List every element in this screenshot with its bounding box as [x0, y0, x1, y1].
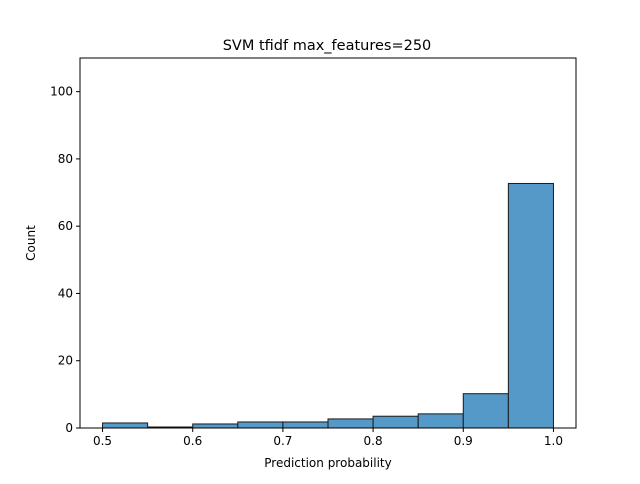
y-tick-label: 40 — [58, 286, 73, 300]
histogram-bar-10 — [507, 182, 554, 429]
x-tick-label: 0.7 — [273, 434, 292, 448]
histogram-bar-1 — [102, 422, 149, 429]
x-tick-label: 1.0 — [544, 434, 563, 448]
histogram-bar-8 — [417, 413, 464, 429]
y-tick-label: 20 — [58, 354, 73, 368]
y-ticks-group: 0 20 40 60 80 100 — [50, 85, 80, 435]
histogram-bar-3 — [192, 423, 239, 429]
x-ticks-group: 0.5 0.6 0.7 0.8 0.9 1.0 — [93, 428, 563, 448]
chart-title: SVM tfidf max_features=250 — [223, 38, 432, 54]
x-tick-label: 0.5 — [93, 434, 112, 448]
x-tick-label: 0.6 — [183, 434, 202, 448]
bars-group — [102, 182, 554, 429]
histogram-bar-7 — [372, 415, 419, 429]
histogram-bar-5 — [282, 421, 329, 429]
y-tick-label: 100 — [50, 85, 73, 99]
y-tick-label: 0 — [65, 421, 73, 435]
histogram-bar-6 — [327, 418, 374, 429]
y-tick-label: 80 — [58, 152, 73, 166]
x-axis-label: Prediction probability — [264, 456, 391, 470]
plot-frame — [79, 57, 577, 429]
y-tick-label: 60 — [58, 219, 73, 233]
x-tick-label: 0.8 — [364, 434, 383, 448]
y-axis-label: Count — [24, 225, 38, 261]
histogram-bar-4 — [237, 421, 284, 429]
x-tick-label: 0.9 — [454, 434, 473, 448]
histogram-bar-9 — [462, 393, 509, 429]
